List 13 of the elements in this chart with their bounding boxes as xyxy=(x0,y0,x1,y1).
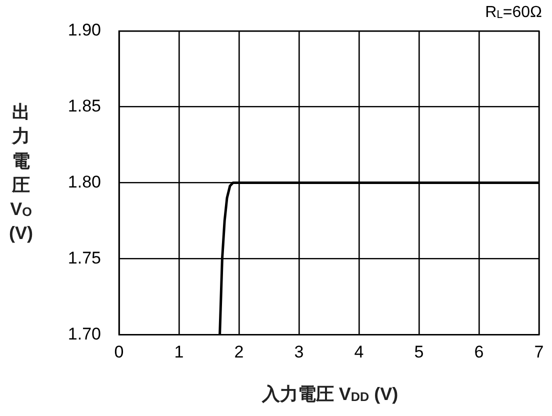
y-tick-label: 1.70 xyxy=(68,324,101,344)
x-tick-label: 3 xyxy=(294,342,304,362)
y-tick-label: 1.80 xyxy=(68,172,101,192)
x-tick-label: 6 xyxy=(474,342,484,362)
x-tick-label: 5 xyxy=(414,342,424,362)
y-tick-label: 1.85 xyxy=(68,96,101,116)
x-tick-label: 0 xyxy=(114,342,124,362)
y-tick-label: 1.90 xyxy=(68,20,101,40)
x-tick-label: 4 xyxy=(354,342,364,362)
x-tick-label: 2 xyxy=(234,342,244,362)
x-tick-label: 1 xyxy=(174,342,184,362)
y-tick-label: 1.75 xyxy=(68,248,101,268)
x-tick-label: 7 xyxy=(534,342,544,362)
